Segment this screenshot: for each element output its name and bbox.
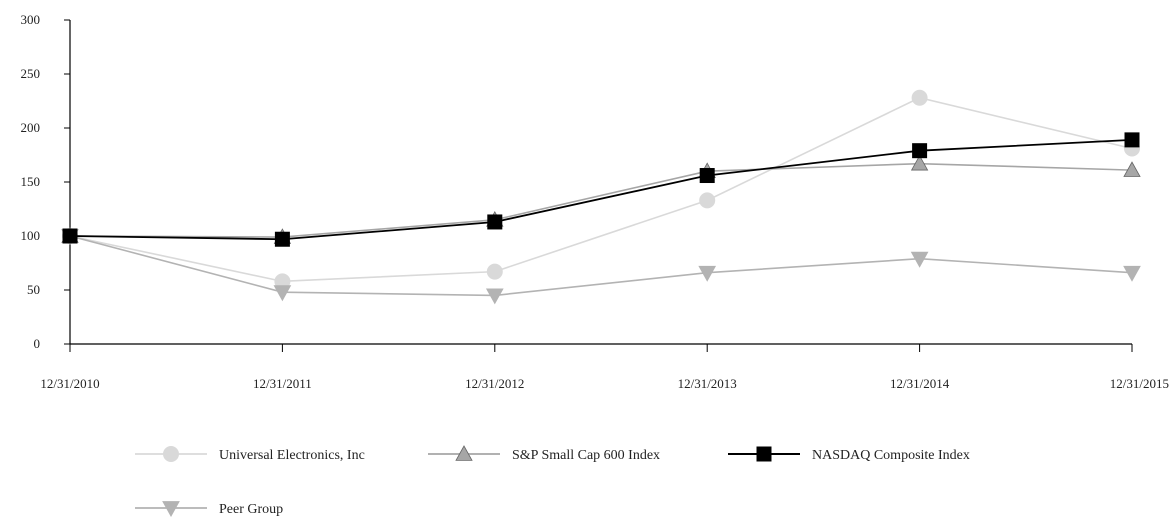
data-point [911, 89, 928, 106]
data-point [62, 228, 78, 244]
legend-marker [162, 501, 180, 518]
data-point [699, 192, 716, 209]
y-tick-label: 200 [21, 120, 41, 135]
series-line [69, 235, 1133, 297]
series-line [69, 96, 1133, 283]
data-point [1124, 132, 1140, 148]
x-tick-label: 12/31/2015 [1110, 376, 1169, 391]
legend-marker [455, 445, 473, 461]
data-point [487, 214, 503, 230]
data-point [912, 143, 928, 159]
y-tick-label: 250 [21, 66, 41, 81]
series-line [69, 138, 1133, 241]
legend-item: Universal Electronics, Inc [135, 446, 365, 463]
x-tick-label: 12/31/2012 [465, 376, 524, 391]
y-tick-label: 50 [27, 282, 40, 297]
axes: 0 50 100 150 200 250 300 12/31/2010 12/31/2011 12… [21, 12, 1170, 391]
data-point [910, 154, 929, 171]
y-tick-label: 100 [21, 228, 41, 243]
legend-label: NASDAQ Composite Index [812, 448, 970, 463]
x-tick-label: 12/31/2013 [678, 376, 737, 391]
legend-label: S&P Small Cap 600 Index [512, 448, 660, 463]
series-nasdaq-composite-index [62, 132, 1140, 247]
data-point [910, 251, 929, 268]
data-point [699, 168, 715, 184]
x-tick-label: 12/31/2010 [40, 376, 99, 391]
data-point [274, 231, 290, 247]
data-point [273, 285, 292, 302]
legend: Universal Electronics, Inc S&P Small Cap … [135, 445, 970, 518]
x-tick-label: 12/31/2011 [253, 376, 312, 391]
series-line [69, 162, 1133, 238]
series-peer-group [61, 229, 1141, 305]
data-point [485, 288, 504, 305]
legend-marker [756, 446, 772, 462]
legend-label: Universal Electronics, Inc [219, 448, 365, 463]
data-point [1123, 265, 1141, 282]
legend-marker [163, 446, 179, 462]
legend-item: NASDAQ Composite Index [728, 446, 970, 463]
series-lines [61, 89, 1141, 305]
y-tick-label: 0 [34, 336, 41, 351]
series-universal-electronics-inc [62, 89, 1140, 290]
legend-item: Peer Group [135, 501, 283, 518]
y-tick-label: 300 [21, 12, 41, 27]
y-tick-label: 150 [21, 174, 41, 189]
x-tick-label: 12/31/2014 [890, 376, 950, 391]
data-point [486, 263, 503, 280]
legend-label: Peer Group [219, 502, 283, 517]
data-point [698, 265, 717, 282]
legend-item: S&P Small Cap 600 Index [428, 445, 660, 463]
data-point [1123, 161, 1141, 177]
